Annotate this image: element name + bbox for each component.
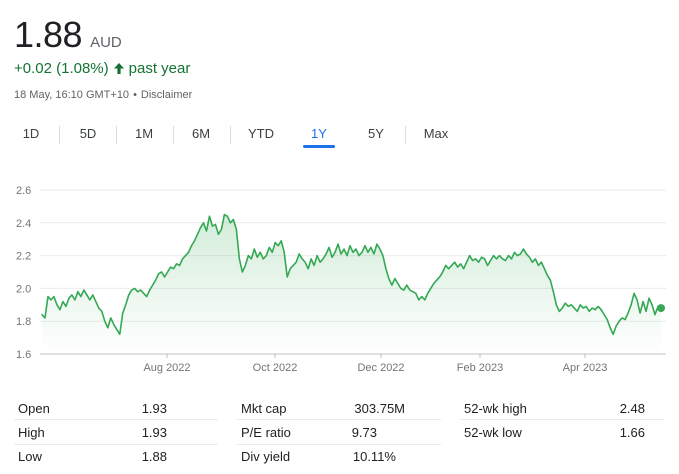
stat-label-high: High xyxy=(18,425,45,440)
stat-value-high: 1.93 xyxy=(141,425,167,440)
stat-label-div-yield: Div yield xyxy=(241,449,291,464)
key-stats: Open 1.93 High 1.93 Low 1.88 Mkt cap 303… xyxy=(0,396,679,474)
stats-divider xyxy=(460,419,664,420)
stat-label-mkt-cap: Mkt cap xyxy=(241,401,287,416)
stat-label-pe-ratio: P/E ratio xyxy=(241,425,291,440)
stat-value-low: 1.88 xyxy=(141,449,167,464)
timestamp: 18 May, 16:10 GMT+10 xyxy=(14,89,130,101)
x-tick-label: Feb 2023 xyxy=(457,362,503,374)
stats-divider xyxy=(14,444,218,445)
arrow-up-icon xyxy=(113,62,125,75)
tab-1m[interactable]: 1M xyxy=(134,126,154,141)
tab-5d[interactable]: 5D xyxy=(79,126,97,141)
y-tick-label: 2.6 xyxy=(16,185,31,197)
tab-divider xyxy=(230,126,231,144)
tab-1y[interactable]: 1Y xyxy=(302,120,336,150)
price-area-fill xyxy=(42,214,661,354)
x-tick-label: Aug 2022 xyxy=(143,362,190,374)
y-tick-label: 2.4 xyxy=(16,218,31,230)
tab-divider xyxy=(116,126,117,144)
stats-divider xyxy=(14,419,218,420)
tab-divider xyxy=(59,126,60,144)
stat-label-low: Low xyxy=(18,449,42,464)
x-tick-label: Apr 2023 xyxy=(563,362,608,374)
page-title-cut: · · · · · · · xyxy=(14,0,274,4)
stat-value-52wk-high: 2.48 xyxy=(619,401,645,416)
tab-ytd[interactable]: YTD xyxy=(248,126,274,141)
tab-divider xyxy=(173,126,174,144)
stat-label-open: Open xyxy=(18,401,50,416)
tab-6m[interactable]: 6M xyxy=(191,126,211,141)
change-period: past year xyxy=(128,60,191,77)
meta-separator: • xyxy=(133,89,137,101)
time-range-tabs: 1D 5D 1M 6M YTD 1Y 5Y Max xyxy=(0,120,679,150)
price-chart-svg[interactable]: 2.6 2.4 2.2 2.0 1.8 1.6 Aug 2022 Oct 2022 Dec 20… xyxy=(0,178,679,378)
tab-max[interactable]: Max xyxy=(423,126,449,141)
stat-label-52wk-low: 52-wk low xyxy=(464,425,522,440)
current-price: 1.88 xyxy=(14,14,83,55)
current-price-marker xyxy=(657,304,665,313)
stat-label-52wk-high: 52-wk high xyxy=(464,401,527,416)
stats-divider xyxy=(237,419,441,420)
y-tick-label: 1.6 xyxy=(16,349,31,361)
quote-meta: 18 May, 16:10 GMT+10 • Disclaimer xyxy=(14,89,192,101)
stat-value-pe-ratio: 9.73 xyxy=(351,425,377,440)
stat-value-52wk-low: 1.66 xyxy=(619,425,645,440)
price-chart[interactable]: 2.6 2.4 2.2 2.0 1.8 1.6 Aug 2022 Oct 2022 Dec 20… xyxy=(0,178,679,378)
disclaimer-link[interactable]: Disclaimer xyxy=(140,89,193,101)
y-tick-label: 2.2 xyxy=(16,251,31,263)
price-row: 1.88 AUD xyxy=(14,14,122,56)
x-tick-label: Oct 2022 xyxy=(253,362,298,374)
stat-value-div-yield: 10.11% xyxy=(352,449,396,464)
stat-value-open: 1.93 xyxy=(141,401,167,416)
price-change-row: +0.02 (1.08%) past year xyxy=(14,60,190,77)
currency-label: AUD xyxy=(90,34,122,51)
y-tick-label: 1.8 xyxy=(16,316,31,328)
price-change: +0.02 (1.08%) xyxy=(14,60,109,77)
stat-value-mkt-cap: 303.75M xyxy=(354,401,405,416)
y-tick-label: 2.0 xyxy=(16,283,31,295)
price-series-line xyxy=(41,213,662,336)
tab-5y[interactable]: 5Y xyxy=(368,126,384,141)
tab-1d[interactable]: 1D xyxy=(22,126,40,141)
active-tab-indicator xyxy=(303,145,335,148)
tab-divider xyxy=(405,126,406,144)
x-tick-label: Dec 2022 xyxy=(357,362,404,374)
stats-divider xyxy=(237,444,441,445)
title-fragment: · · · · · · · xyxy=(14,0,274,4)
